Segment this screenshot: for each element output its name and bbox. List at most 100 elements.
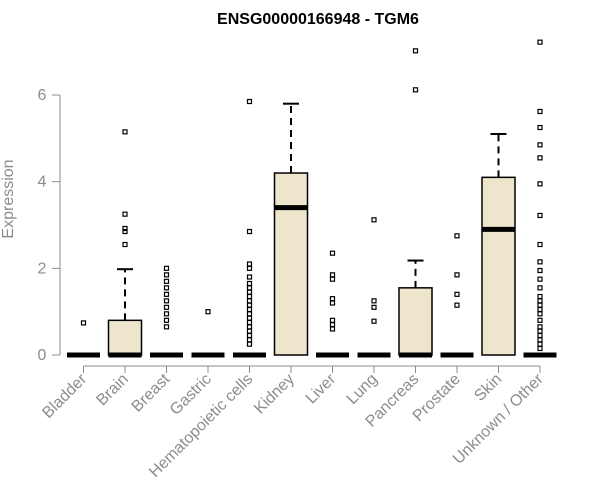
outlier-point <box>537 241 543 248</box>
outlier-point <box>246 319 253 326</box>
outlier-point <box>163 265 170 271</box>
box-11 <box>523 39 557 358</box>
outlier-point <box>329 300 336 306</box>
outlier-point <box>329 296 336 302</box>
outlier-point <box>80 320 87 326</box>
outlier-point <box>246 98 253 105</box>
outlier-point <box>537 124 543 131</box>
box-8 <box>398 48 433 358</box>
outlier-point <box>537 337 543 343</box>
box-iqr <box>481 176 516 356</box>
outlier-point <box>246 285 253 291</box>
box-7 <box>357 217 391 358</box>
outlier-point <box>537 311 543 317</box>
outlier-point <box>537 276 543 282</box>
outlier-point <box>246 228 253 235</box>
x-tick-label: Lung <box>344 371 381 408</box>
outlier-point <box>246 332 253 339</box>
x-tick-label: Bladder <box>39 370 90 421</box>
outlier-point <box>537 302 543 308</box>
outlier-point <box>246 293 253 300</box>
outlier-point <box>329 317 336 323</box>
outlier-point <box>371 298 377 304</box>
outlier-point <box>246 261 253 267</box>
outlier-point <box>537 259 543 265</box>
outlier-point <box>163 291 170 297</box>
outlier-point <box>537 324 543 330</box>
outlier-point <box>163 311 170 317</box>
outlier-point <box>163 298 170 304</box>
outlier-point <box>205 309 211 315</box>
outlier-point <box>329 276 336 282</box>
outlier-point <box>454 272 460 278</box>
box-iqr <box>107 319 143 356</box>
box-1 <box>107 129 143 358</box>
chart-title: ENSG00000166948 - TGM6 <box>217 11 419 28</box>
outlier-point <box>246 289 253 295</box>
outlier-point <box>537 142 543 148</box>
outlier-point <box>537 306 543 313</box>
y-axis: 0 2 4 6 <box>38 87 61 364</box>
outlier-point <box>163 324 170 330</box>
outlier-point <box>412 87 419 93</box>
outlier-point <box>246 306 253 313</box>
outlier-point <box>246 311 253 317</box>
outlier-point <box>454 302 460 308</box>
x-tick-label: Brain <box>93 371 131 409</box>
y-tick-label: 4 <box>38 174 47 191</box>
outlier-point <box>246 341 253 347</box>
outlier-point <box>537 39 543 45</box>
y-axis-label: Expression <box>0 159 17 238</box>
outlier-point <box>454 291 460 297</box>
outlier-point <box>537 181 543 187</box>
outlier-point <box>246 315 253 321</box>
outlier-point <box>163 317 170 323</box>
outlier-point <box>246 328 253 334</box>
y-tick-label: 6 <box>38 87 47 104</box>
outlier-point <box>454 233 460 239</box>
outlier-point <box>537 293 543 300</box>
outlier-point <box>537 317 543 323</box>
outlier-point <box>537 155 543 161</box>
box-6 <box>316 250 349 358</box>
box-9 <box>440 233 474 358</box>
outlier-point <box>537 108 543 115</box>
outlier-point <box>122 241 128 248</box>
outlier-point <box>122 129 128 135</box>
outlier-point <box>163 285 170 291</box>
outlier-point <box>246 280 253 287</box>
box-iqr <box>398 287 433 356</box>
outlier-point <box>537 328 543 334</box>
box-10 <box>481 133 516 356</box>
outlier-point <box>122 211 128 217</box>
outlier-point <box>246 324 253 330</box>
x-tick-label: Kidney <box>251 371 298 418</box>
box-0 <box>67 320 100 358</box>
outlier-point <box>371 304 377 310</box>
outlier-point <box>246 302 253 308</box>
x-tick-label: Skin <box>471 371 505 405</box>
outlier-point <box>329 272 336 278</box>
outlier-point <box>122 228 128 235</box>
box-4 <box>233 98 266 358</box>
outlier-point <box>537 345 543 352</box>
outlier-point <box>537 341 543 347</box>
outlier-point <box>371 217 377 223</box>
outlier-point <box>163 304 170 310</box>
outlier-point <box>329 326 336 332</box>
outlier-point <box>246 265 253 271</box>
box-2 <box>150 265 183 358</box>
outlier-point <box>246 298 253 304</box>
x-tick-label: Breast <box>129 370 174 415</box>
outlier-point <box>122 225 128 232</box>
outlier-point <box>163 272 170 278</box>
y-tick-label: 0 <box>38 347 47 364</box>
box-3 <box>191 309 225 358</box>
outlier-point <box>246 337 253 343</box>
outlier-point <box>537 285 543 291</box>
outlier-point <box>412 48 419 54</box>
outlier-point <box>537 212 543 219</box>
box-iqr <box>273 172 309 356</box>
